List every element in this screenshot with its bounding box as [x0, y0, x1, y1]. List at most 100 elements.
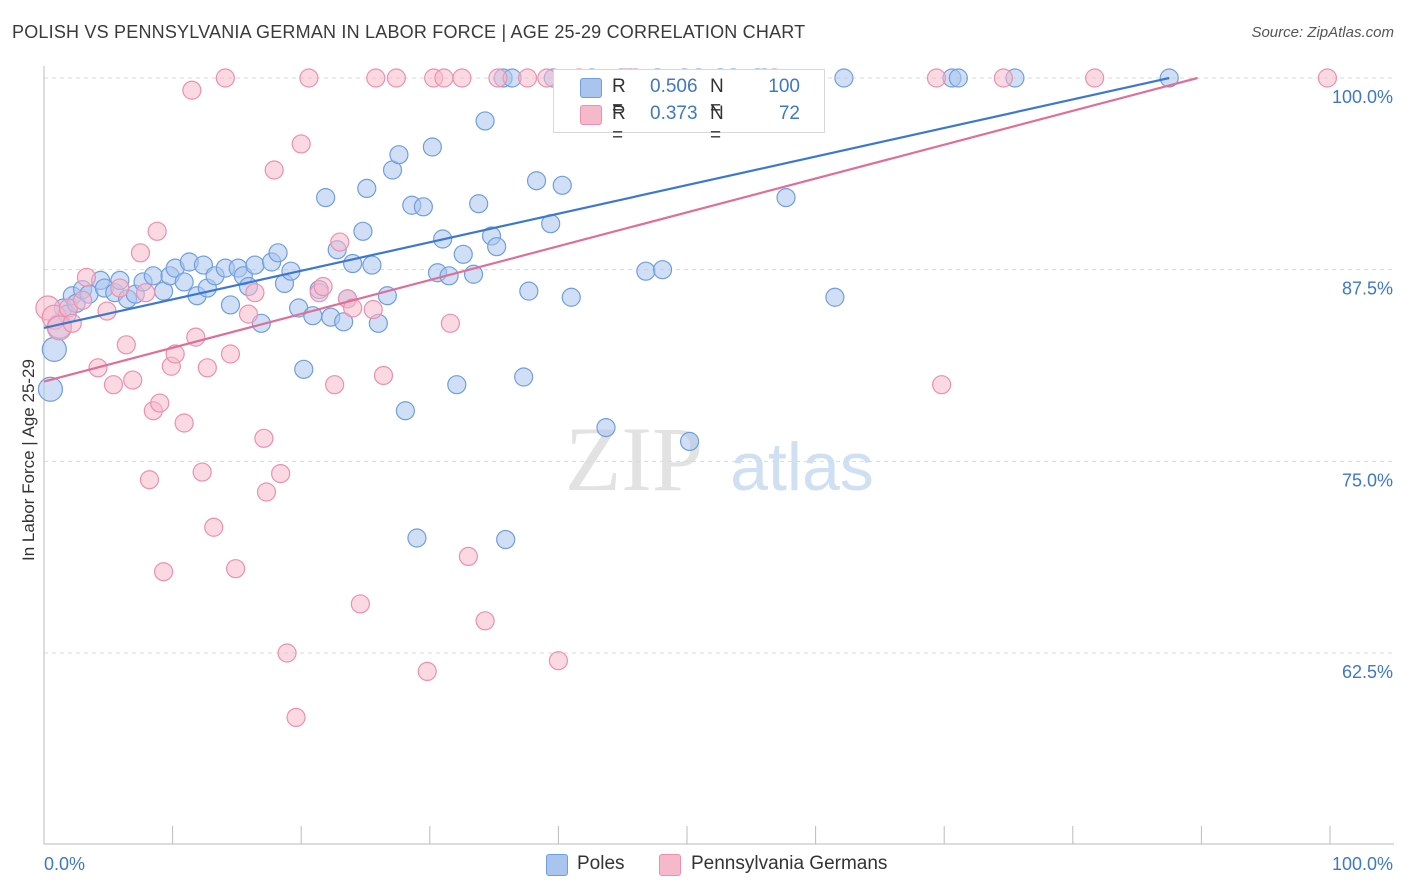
- pa-point-30: [226, 559, 246, 579]
- poles-point-95: [948, 68, 968, 88]
- poles-point-65: [469, 194, 489, 214]
- source-credit: Source: ZipAtlas.com: [1251, 24, 1394, 41]
- poles-point-79: [596, 418, 616, 438]
- pa-point-29: [220, 344, 241, 364]
- pa-point-9: [103, 375, 124, 395]
- pa-point-71: [1317, 68, 1338, 88]
- poles-point-27: [220, 295, 241, 315]
- pa-point-69: [993, 68, 1013, 88]
- pa-point-17: [147, 221, 167, 241]
- poles-point-47: [353, 221, 373, 241]
- pa-point-14: [135, 283, 156, 303]
- pa-point-52: [417, 661, 437, 682]
- chart-title: POLISH VS PENNSYLVANIA GERMAN IN LABOR F…: [12, 22, 806, 42]
- pa-point-32: [245, 283, 265, 303]
- poles-point-31: [245, 255, 265, 275]
- pa-point-40: [299, 68, 319, 88]
- pa-point-54: [434, 68, 454, 88]
- poles-point-63: [453, 244, 473, 264]
- legend-item-pennsylvania-germans: Pennsylvania Germans: [691, 853, 888, 874]
- legend-item-poles: Poles: [577, 853, 625, 874]
- pa-point-11: [116, 335, 136, 355]
- pa-point-10: [110, 278, 130, 298]
- poles-point-72: [514, 367, 534, 387]
- pa-point-5: [72, 290, 93, 310]
- pa-point-15: [139, 470, 160, 490]
- y-tick-label-1: 75.0%: [1342, 470, 1393, 490]
- pa-point-23: [182, 80, 202, 100]
- poles-point-91: [776, 188, 796, 208]
- poles-point-53: [389, 145, 409, 165]
- pa-point-38: [286, 707, 306, 728]
- pa-point-56: [452, 68, 472, 88]
- pa-point-70: [1085, 68, 1105, 88]
- x-tick-label-1: 100.0%: [1332, 854, 1393, 874]
- legend-n-label: N =: [710, 103, 724, 146]
- legend-r-value: 0.506: [650, 76, 698, 97]
- pa-point-18: [150, 393, 170, 413]
- poles-swatch-icon: [580, 78, 602, 98]
- series-legend: Poles Pennsylvania Germans: [0, 853, 1406, 877]
- poles-point-73: [519, 281, 539, 301]
- poles-point-38: [294, 359, 314, 379]
- pa-swatch-icon: [580, 105, 602, 125]
- poles-point-48: [357, 178, 377, 198]
- poles-point-0: [37, 376, 64, 402]
- pa-point-67: [926, 68, 947, 88]
- watermark-zip: ZIP: [565, 408, 703, 510]
- pa-point-24: [186, 327, 206, 347]
- stats-legend: R = 0.506 N = 100 R = 0.373 N = 72: [553, 69, 825, 146]
- legend-r-label: R =: [612, 103, 626, 146]
- pa-point-33: [254, 428, 274, 448]
- pa-point-13: [130, 243, 151, 263]
- poles-point-62: [447, 375, 467, 395]
- pa-point-59: [488, 68, 508, 88]
- poles-point-82: [636, 261, 656, 281]
- y-tick-label-0: 62.5%: [1342, 662, 1393, 682]
- pa-point-12: [123, 370, 143, 390]
- poles-point-58: [422, 137, 442, 157]
- poles-point-77: [552, 175, 572, 195]
- legend-n-label: N =: [710, 76, 724, 119]
- poles-point-20: [174, 272, 194, 292]
- pa-point-47: [350, 594, 370, 614]
- legend-n-value: 72: [778, 103, 800, 124]
- pennsylvania-germans-points: [35, 68, 1338, 728]
- pa-point-50: [373, 365, 394, 386]
- tick-labels: 62.5% 75.0% 87.5% 100.0% 0.0% 100.0%: [44, 87, 1393, 874]
- pa-point-21: [165, 344, 185, 364]
- poles-point-74: [526, 171, 547, 191]
- pa-point-28: [215, 68, 235, 88]
- pa-point-37: [277, 643, 297, 663]
- legend-r-label: R =: [612, 76, 626, 119]
- pa-point-34: [256, 482, 277, 502]
- poles-point-84: [652, 260, 673, 280]
- pa-point-31: [238, 304, 259, 324]
- poles-point-92: [825, 287, 845, 307]
- gridlines: [44, 77, 1394, 654]
- poles-trend-line: [43, 76, 1170, 330]
- poles-point-54: [395, 401, 415, 421]
- poles-point-86: [679, 431, 700, 451]
- poles-point-93: [834, 68, 854, 88]
- axes: [43, 66, 1394, 845]
- pa-point-25: [192, 462, 212, 482]
- pa-point-48: [363, 299, 383, 320]
- pa-point-58: [475, 611, 495, 631]
- watermark-atlas: atlas: [730, 429, 874, 505]
- pa-point-42: [313, 276, 333, 297]
- poles-point-57: [413, 197, 433, 217]
- pa-point-46: [343, 298, 363, 318]
- poles-point-51: [377, 286, 397, 306]
- pennsylvania-germans-trend-line: [43, 76, 1198, 383]
- pa-point-49: [366, 68, 386, 88]
- pa-point-6: [76, 267, 97, 287]
- y-tick-label-2: 87.5%: [1342, 279, 1393, 299]
- pa-point-60: [517, 68, 538, 88]
- x-tick-label-0: 0.0%: [44, 854, 85, 874]
- poles-point-78: [561, 287, 581, 307]
- pa-point-8: [97, 301, 117, 321]
- poles-point-1: [41, 336, 67, 362]
- pa-legend-swatch-icon: [659, 854, 681, 876]
